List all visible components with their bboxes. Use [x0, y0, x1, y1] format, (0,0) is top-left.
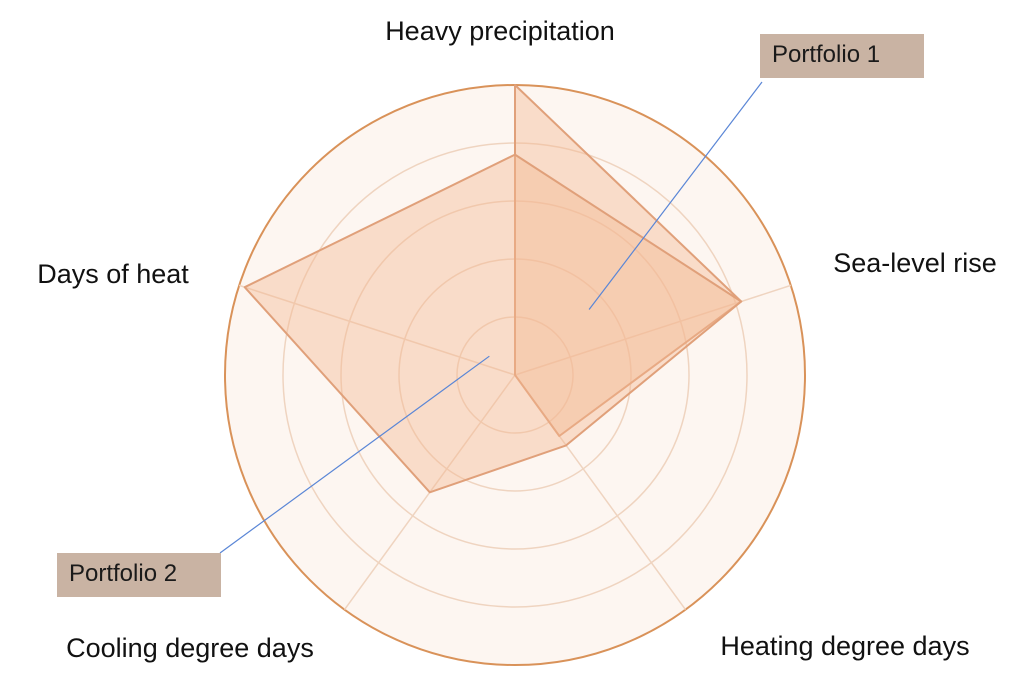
- axis-label: Heavy precipitation: [385, 16, 615, 46]
- axis-label: Cooling degree days: [66, 633, 314, 663]
- callout-leader-line: [588, 81, 763, 310]
- axis-label: Days of heat: [37, 259, 189, 289]
- axis-label: Heating degree days: [720, 631, 969, 661]
- axis-label: Sea-level rise: [833, 248, 997, 278]
- callout-leaders: [219, 81, 763, 554]
- radar-series: [243, 84, 743, 494]
- radar-spoke: [238, 284, 516, 376]
- series-area-2: [243, 153, 743, 494]
- axis-labels: Heavy precipitation Sea-level rise Heating…: [37, 16, 997, 663]
- callout-leader-line: [219, 355, 490, 554]
- radar-spoke: [514, 284, 792, 376]
- series-callout-portfolio-2: Portfolio 2: [57, 553, 221, 597]
- series-callout-portfolio-1: Portfolio 1: [760, 34, 924, 78]
- series-area-1: [514, 84, 743, 437]
